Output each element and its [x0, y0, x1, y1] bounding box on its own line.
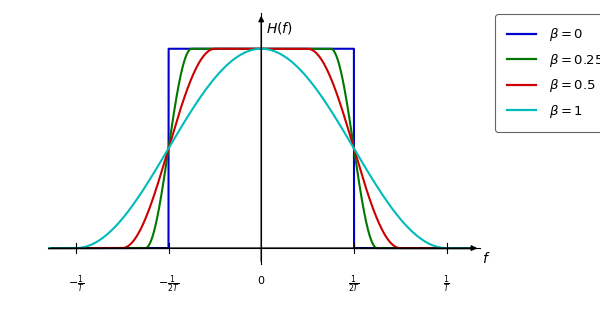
Text: $-\frac{1}{T}$: $-\frac{1}{T}$ [68, 274, 84, 296]
Text: $-\frac{1}{2T}$: $-\frac{1}{2T}$ [158, 274, 179, 296]
Text: $\frac{1}{2T}$: $\frac{1}{2T}$ [348, 274, 360, 296]
Text: $H(f)$: $H(f)$ [266, 20, 293, 36]
Legend: $\beta = 0$, $\beta = 0.25$, $\beta = 0.5$, $\beta = 1$: $\beta = 0$, $\beta = 0.25$, $\beta = 0.… [495, 14, 600, 132]
Text: $f$: $f$ [482, 251, 490, 266]
Text: $0$: $0$ [257, 274, 265, 286]
Text: $\frac{1}{T}$: $\frac{1}{T}$ [443, 274, 450, 296]
